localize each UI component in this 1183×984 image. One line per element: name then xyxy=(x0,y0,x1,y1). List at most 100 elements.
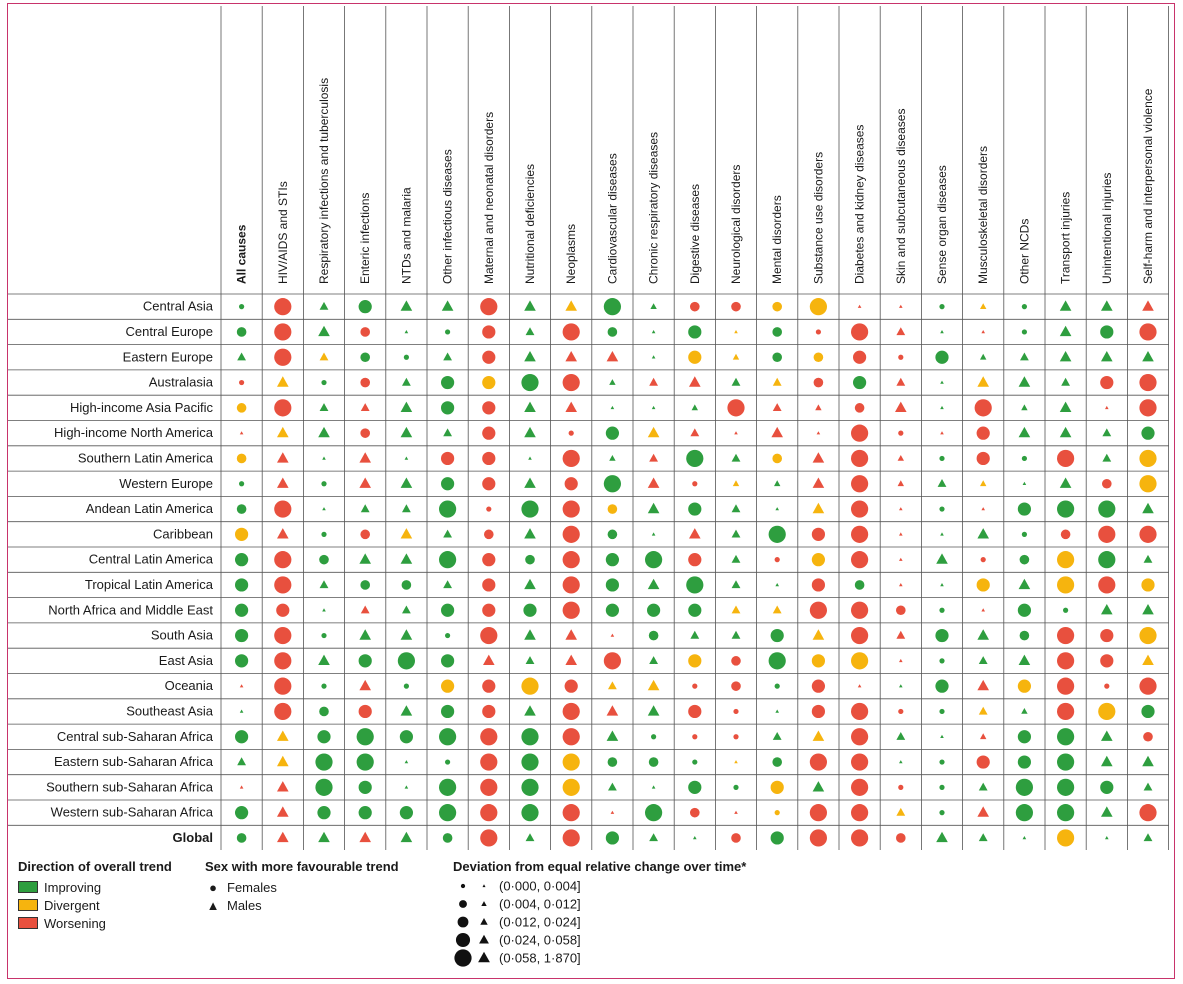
cell-marker xyxy=(731,605,741,614)
cell-marker xyxy=(851,500,869,518)
cell-marker xyxy=(274,677,292,695)
cell-marker xyxy=(237,352,246,361)
cell-marker xyxy=(319,403,329,411)
cell-marker xyxy=(606,730,619,741)
cell-marker xyxy=(564,477,578,491)
cell-marker xyxy=(940,532,944,536)
cell-marker xyxy=(236,403,247,413)
cell-marker xyxy=(274,500,292,518)
cell-marker xyxy=(360,504,370,513)
cell-marker xyxy=(274,399,292,417)
cell-marker xyxy=(649,377,658,386)
cell-marker xyxy=(899,304,903,308)
cell-marker xyxy=(568,430,574,436)
cell-marker xyxy=(482,401,496,415)
cell-marker xyxy=(811,578,826,592)
cell-marker xyxy=(851,702,869,721)
cell-marker xyxy=(688,780,702,794)
cell-marker xyxy=(812,477,825,488)
cell-marker xyxy=(651,355,656,359)
cell-marker xyxy=(978,706,988,715)
cell-marker xyxy=(608,681,617,690)
cell-marker xyxy=(277,781,289,792)
row-label: Southern Latin America xyxy=(78,450,214,465)
cell-marker xyxy=(235,654,249,668)
cell-marker xyxy=(1057,702,1075,721)
column-header: Chronic respiratory diseases xyxy=(647,132,661,284)
cell-marker xyxy=(857,684,862,688)
cell-marker xyxy=(898,784,904,790)
cell-marker xyxy=(940,380,944,384)
cell-marker xyxy=(974,399,992,417)
cell-marker xyxy=(768,525,786,543)
legend-item-divergent: Divergent xyxy=(18,896,172,914)
cell-marker xyxy=(562,525,580,543)
cell-marker xyxy=(277,426,289,438)
cell-marker xyxy=(731,529,741,538)
cell-marker xyxy=(1057,500,1075,518)
cell-marker xyxy=(693,836,697,840)
legend-item-label: Divergent xyxy=(44,897,100,913)
cell-marker xyxy=(1059,477,1072,488)
cell-marker xyxy=(811,654,826,668)
size-range-label: (0·000, 0·004] xyxy=(499,879,581,894)
cell-marker xyxy=(648,757,659,767)
cell-marker xyxy=(605,553,620,567)
cell-marker xyxy=(897,480,904,487)
cell-marker xyxy=(402,504,411,513)
cell-marker xyxy=(651,330,656,334)
cell-marker xyxy=(322,456,326,460)
row-label: Western Europe xyxy=(119,476,213,491)
row-label: East Asia xyxy=(159,653,214,668)
cell-marker xyxy=(562,449,580,468)
cell-marker xyxy=(689,376,701,387)
cell-marker xyxy=(482,578,496,592)
row-label: Central Latin America xyxy=(89,552,214,567)
size-circle xyxy=(459,900,467,908)
cell-marker xyxy=(815,404,822,411)
cell-marker xyxy=(812,502,825,514)
cell-marker xyxy=(524,300,536,311)
cell-marker xyxy=(322,507,326,511)
cell-marker xyxy=(480,778,498,796)
cell-marker xyxy=(277,528,289,539)
cell-marker xyxy=(853,350,867,364)
cell-marker xyxy=(607,327,618,337)
cell-marker xyxy=(274,576,292,594)
cell-marker xyxy=(317,730,331,744)
cell-marker xyxy=(811,704,826,719)
cell-marker xyxy=(731,681,741,691)
column-header: Digestive diseases xyxy=(688,184,702,284)
cell-marker xyxy=(939,304,945,310)
column-header: Self-harm and interpersonal violence xyxy=(1141,88,1155,284)
cell-marker xyxy=(1143,833,1153,842)
cell-marker xyxy=(356,728,374,746)
cell-marker xyxy=(774,810,780,816)
column-header: NTDs and malaria xyxy=(399,187,413,284)
cell-marker xyxy=(689,528,701,539)
cell-marker xyxy=(1057,728,1075,746)
cell-marker xyxy=(1057,626,1075,645)
cell-marker xyxy=(358,654,372,668)
cell-marker xyxy=(976,426,990,440)
cell-marker xyxy=(360,605,370,614)
cell-marker xyxy=(277,806,289,817)
cell-marker xyxy=(1057,677,1075,695)
cell-marker xyxy=(399,806,413,820)
cell-marker xyxy=(565,300,577,311)
cell-marker xyxy=(896,327,906,336)
cell-marker xyxy=(603,652,622,670)
cell-marker xyxy=(851,778,869,796)
cell-marker xyxy=(445,632,451,639)
cell-marker xyxy=(562,323,580,341)
cell-marker xyxy=(770,780,784,794)
circle-icon: ● xyxy=(209,879,217,895)
trend-matrix: All causes HIV/AIDS and STIs Respiratory i… xyxy=(8,6,1169,850)
cell-marker xyxy=(525,327,535,336)
cell-marker xyxy=(318,831,330,843)
cell-marker xyxy=(562,500,580,518)
legend-direction: Direction of overall trend Improving Div… xyxy=(18,859,172,932)
cell-marker xyxy=(935,679,949,693)
cell-marker xyxy=(1143,554,1153,563)
cell-marker xyxy=(484,529,494,540)
